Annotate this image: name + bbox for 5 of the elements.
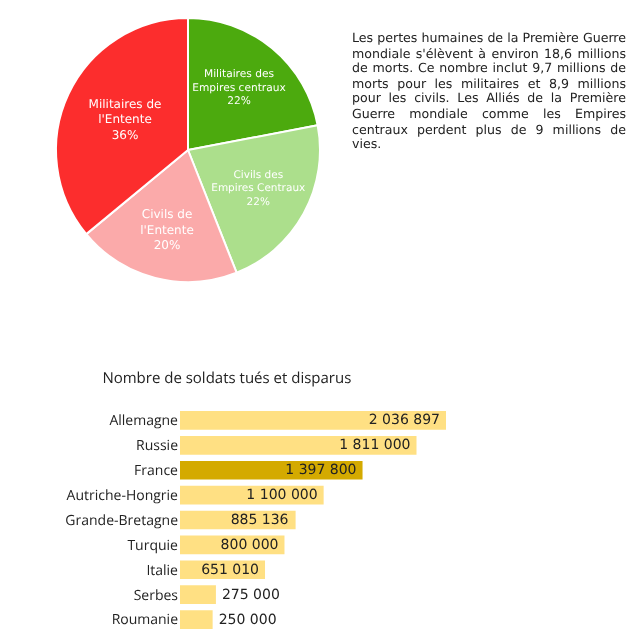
bar — [180, 411, 446, 430]
bar — [180, 460, 363, 480]
bar — [180, 610, 213, 629]
bar — [180, 436, 417, 455]
bar — [180, 585, 216, 604]
